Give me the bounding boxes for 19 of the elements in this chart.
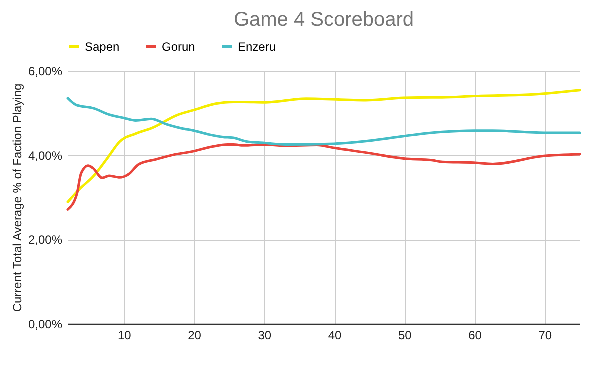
chart-title: Game 4 Scoreboard <box>234 9 414 31</box>
line-series <box>66 89 582 204</box>
x-tick-label: 50 <box>398 328 412 342</box>
y-axis-title: Current Total Average % of Faction Playing <box>10 84 24 312</box>
legend-label: Enzeru <box>238 40 276 54</box>
legend-label: Sapen <box>85 40 120 54</box>
line-series <box>66 97 582 146</box>
y-tick-label: 4,00% <box>28 148 63 163</box>
y-tick-label: 6,00% <box>28 64 63 78</box>
legend-label: Gorun <box>162 40 196 54</box>
x-tick-label: 10 <box>118 328 132 342</box>
x-tick-label: 20 <box>188 328 202 342</box>
x-tick-label: 40 <box>328 328 342 342</box>
line-series <box>66 144 582 211</box>
y-tick-label: 2,00% <box>28 233 63 248</box>
x-tick-label: 70 <box>538 328 552 342</box>
y-tick-label: 0,00% <box>28 318 63 332</box>
x-tick-label: 60 <box>468 328 482 342</box>
x-tick-label: 30 <box>258 328 272 342</box>
